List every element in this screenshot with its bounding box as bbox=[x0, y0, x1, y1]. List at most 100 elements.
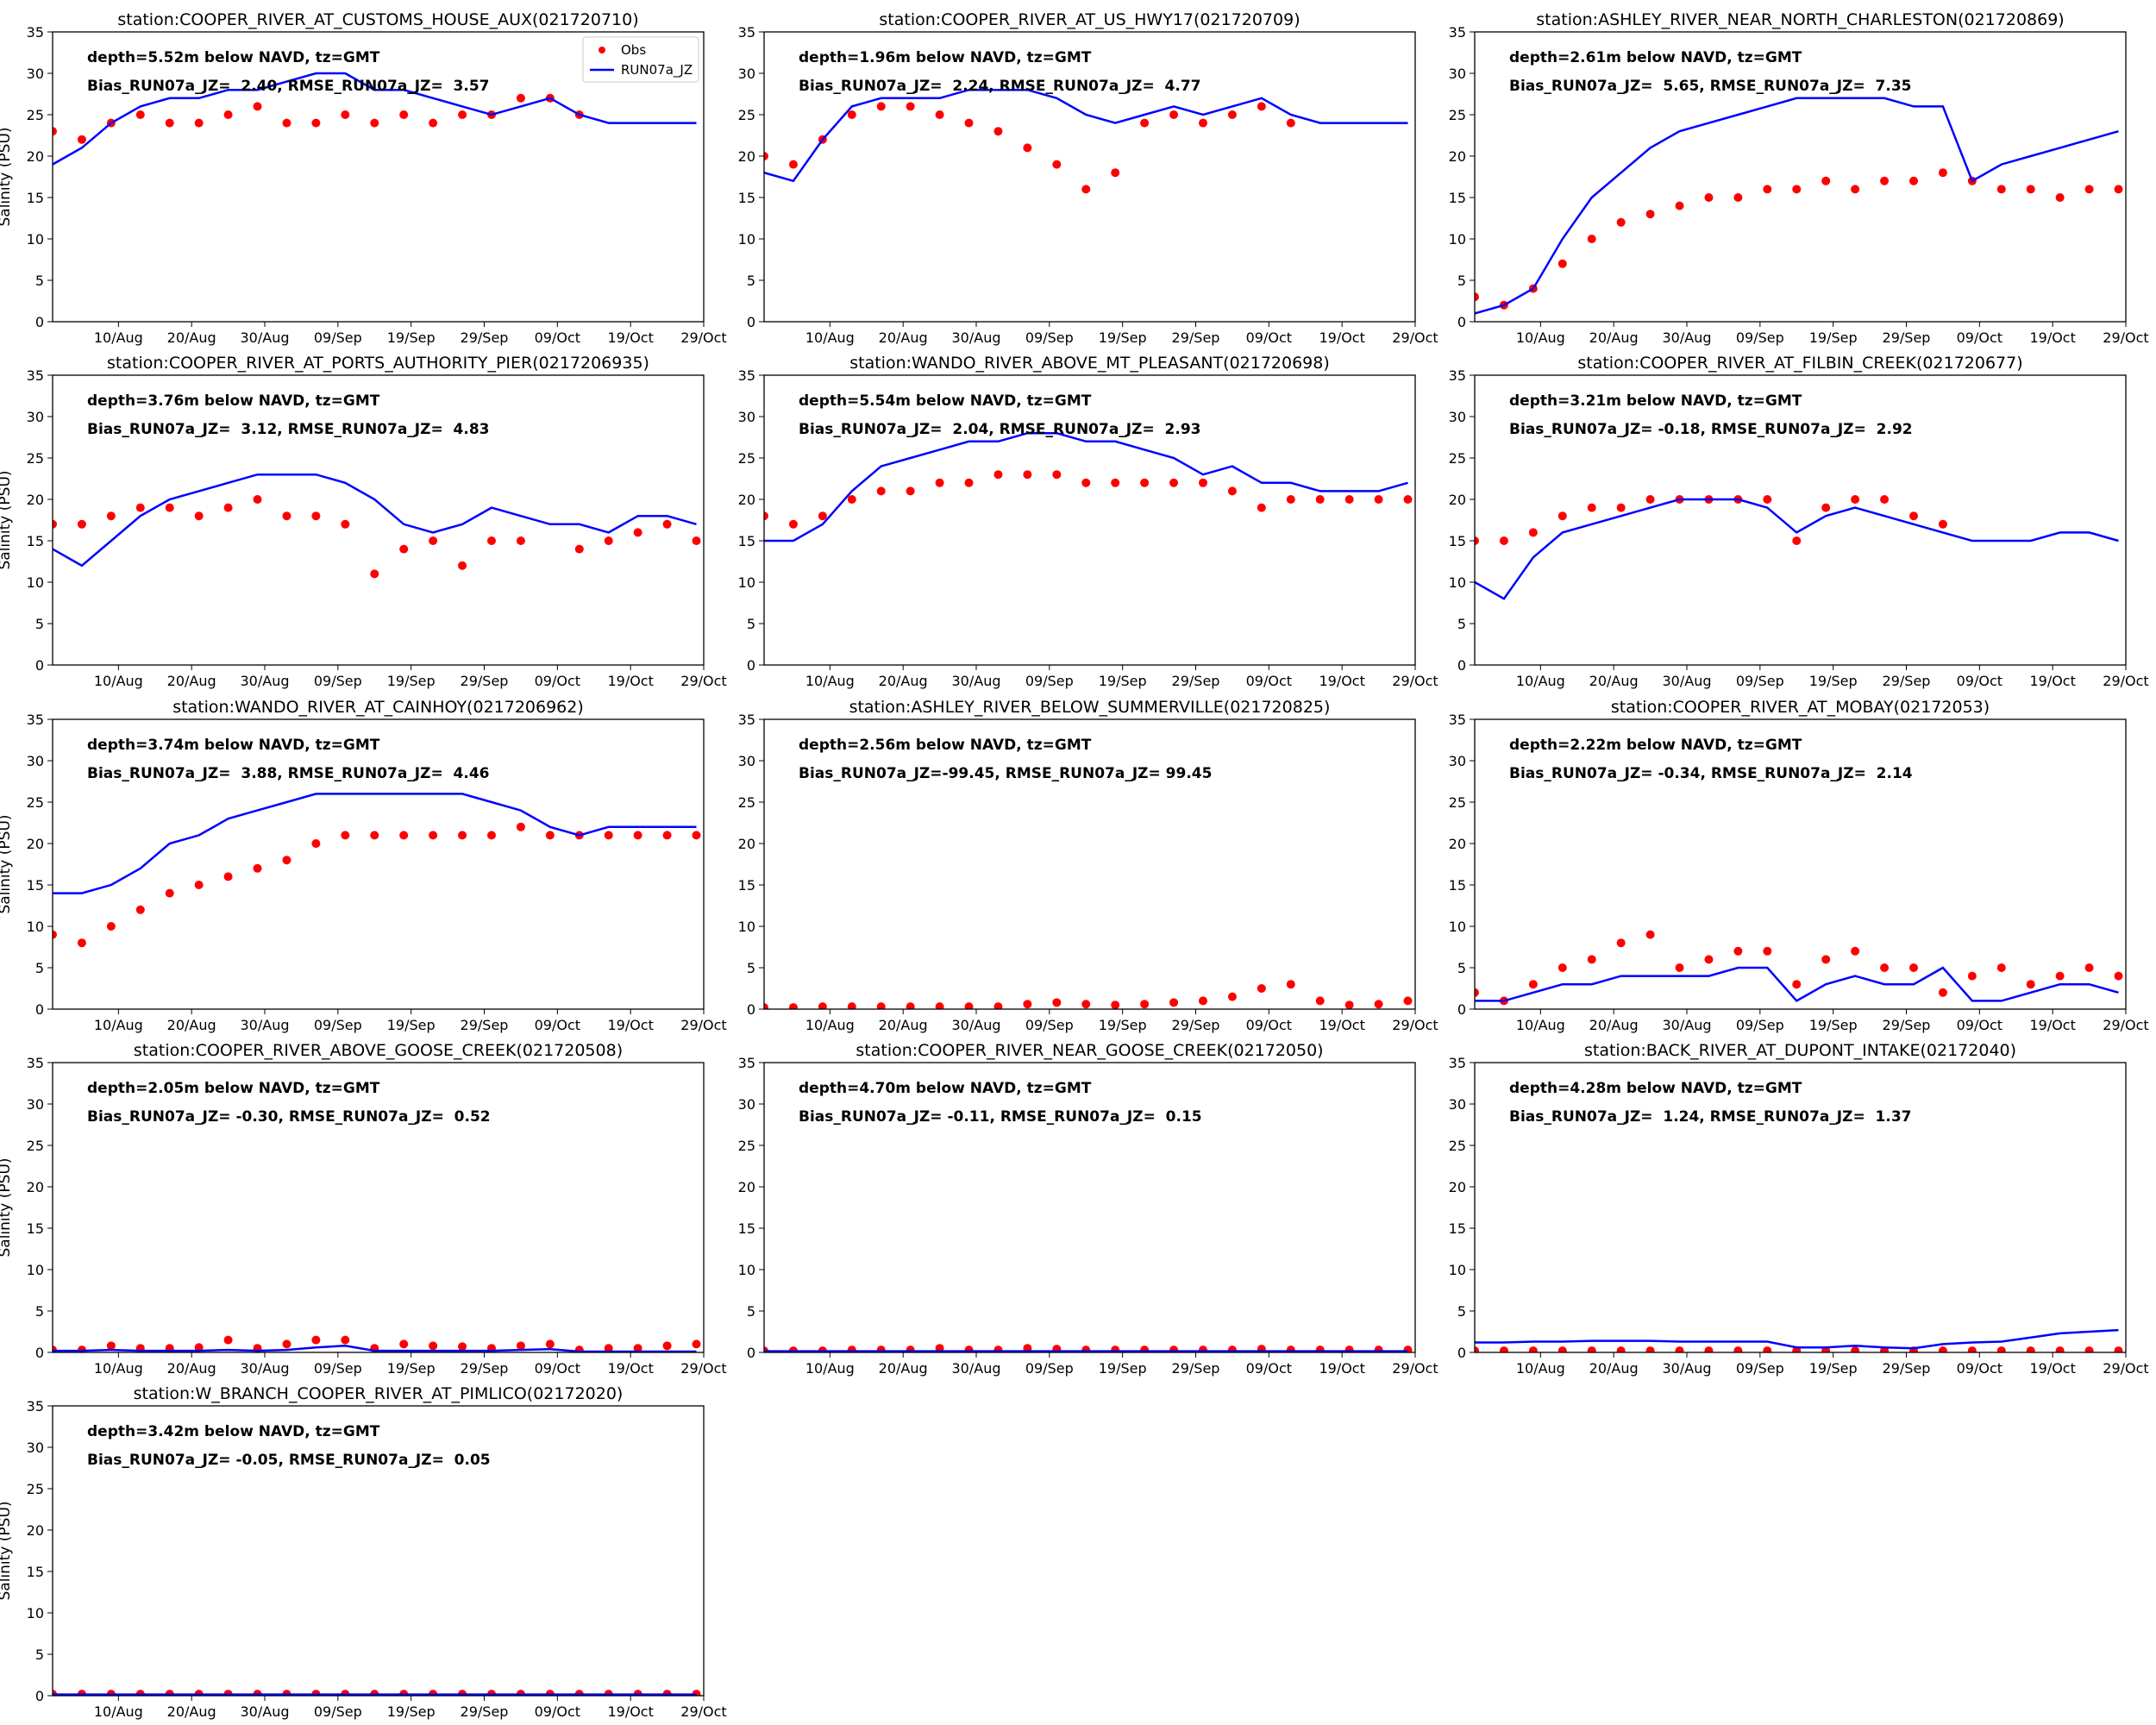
annotation: depth=2.05m below NAVD, tz=GMT bbox=[87, 1080, 380, 1097]
plot-area bbox=[1475, 930, 2123, 1006]
obs-point bbox=[993, 127, 1003, 136]
obs-point bbox=[1938, 519, 1947, 529]
x-tick-label: 30/Aug bbox=[241, 673, 290, 689]
x-tick-label: 19/Sep bbox=[1809, 673, 1858, 689]
obs-point bbox=[604, 1344, 613, 1352]
y-tick-label: 0 bbox=[35, 314, 44, 330]
x-tick-label: 29/Sep bbox=[1172, 1360, 1220, 1377]
x-tick-label: 19/Sep bbox=[387, 329, 436, 346]
y-tick-label: 0 bbox=[35, 657, 44, 674]
obs-point bbox=[253, 863, 262, 873]
obs-point bbox=[1851, 185, 1860, 194]
y-tick-label: 0 bbox=[1457, 1001, 1466, 1018]
y-tick-label: 35 bbox=[1449, 24, 1466, 41]
obs-point bbox=[486, 536, 496, 545]
obs-point bbox=[1315, 996, 1325, 1006]
x-tick-label: 09/Sep bbox=[1025, 1017, 1074, 1033]
obs-point bbox=[1821, 176, 1831, 185]
x-tick-label: 29/Sep bbox=[1883, 673, 1931, 689]
x-tick-label: 10/Aug bbox=[94, 1360, 143, 1377]
y-tick-label: 10 bbox=[738, 574, 755, 591]
x-tick-label: 10/Aug bbox=[94, 329, 143, 346]
obs-point bbox=[486, 831, 496, 840]
obs-point bbox=[1645, 1346, 1655, 1352]
axes-frame bbox=[52, 718, 705, 1010]
x-tick-label: 29/Sep bbox=[461, 1703, 509, 1720]
x-tick-label: 19/Sep bbox=[387, 673, 436, 689]
annotation: Bias_RUN07a_JZ= 1.24, RMSE_RUN07a_JZ= 1.… bbox=[1509, 1108, 1911, 1126]
y-tick-label: 5 bbox=[1457, 616, 1466, 632]
x-tick-label: 29/Oct bbox=[1392, 329, 1438, 346]
x-tick-label: 09/Oct bbox=[1957, 1360, 2002, 1377]
y-axis-label: Salinity (PSU) bbox=[0, 1501, 14, 1600]
obs-point bbox=[516, 822, 525, 831]
obs-point bbox=[1587, 1346, 1596, 1352]
obs-point bbox=[135, 110, 145, 119]
obs-point bbox=[223, 1335, 233, 1345]
x-tick-label: 19/Oct bbox=[1319, 329, 1364, 346]
y-tick-label: 25 bbox=[27, 107, 44, 123]
obs-point bbox=[935, 110, 944, 119]
x-tick-label: 09/Oct bbox=[1957, 1017, 2002, 1033]
obs-point bbox=[1996, 1346, 2006, 1352]
obs-point bbox=[2055, 193, 2065, 202]
x-tick-label: 29/Oct bbox=[2103, 329, 2148, 346]
obs-point bbox=[1908, 963, 1918, 972]
obs-point bbox=[1403, 495, 1413, 504]
y-tick-label: 0 bbox=[747, 314, 755, 330]
obs-point bbox=[545, 1339, 555, 1349]
y-axis-label: Salinity (PSU) bbox=[0, 127, 14, 226]
obs-point bbox=[1052, 470, 1062, 480]
x-tick-label: 09/Oct bbox=[535, 329, 580, 346]
obs-point bbox=[1111, 168, 1120, 178]
obs-point bbox=[1374, 1000, 1383, 1009]
panel-title: station:COOPER_RIVER_AT_MOBAY(02172053) bbox=[1611, 698, 1990, 717]
obs-point bbox=[311, 1335, 321, 1345]
x-tick-label: 30/Aug bbox=[241, 1360, 290, 1377]
obs-point bbox=[818, 511, 827, 521]
panel-title: station:COOPER_RIVER_AT_FILBIN_CREEK(021… bbox=[1577, 354, 2022, 373]
y-tick-label: 35 bbox=[27, 24, 44, 41]
x-tick-label: 09/Oct bbox=[1246, 329, 1292, 346]
obs-point bbox=[135, 503, 145, 512]
x-tick-label: 09/Oct bbox=[1957, 329, 2002, 346]
panel-title: station:WANDO_RIVER_ABOVE_MT_PLEASANT(02… bbox=[849, 354, 1330, 373]
x-tick-label: 10/Aug bbox=[1516, 673, 1565, 689]
obs-point bbox=[1315, 495, 1325, 504]
y-tick-label: 35 bbox=[738, 1055, 755, 1071]
model-line bbox=[53, 793, 697, 894]
y-tick-label: 10 bbox=[1449, 574, 1466, 591]
y-tick-label: 15 bbox=[1449, 533, 1466, 549]
obs-point bbox=[399, 544, 409, 554]
y-tick-label: 30 bbox=[738, 1096, 755, 1113]
y-tick-label: 20 bbox=[1449, 1179, 1466, 1195]
y-tick-label: 35 bbox=[738, 712, 755, 728]
obs-point bbox=[1081, 478, 1091, 487]
obs-point bbox=[253, 495, 262, 504]
y-tick-label: 10 bbox=[27, 1262, 44, 1278]
x-tick-label: 09/Oct bbox=[535, 1703, 580, 1720]
x-tick-label: 09/Oct bbox=[1246, 1017, 1292, 1033]
x-tick-label: 29/Oct bbox=[2103, 673, 2148, 689]
y-tick-label: 35 bbox=[738, 24, 755, 41]
obs-point bbox=[1374, 495, 1383, 504]
panel-title: station:W_BRANCH_COOPER_RIVER_AT_PIMLICO… bbox=[134, 1384, 624, 1403]
obs-point bbox=[1528, 528, 1538, 537]
axes-frame bbox=[1474, 1062, 2127, 1353]
y-tick-label: 25 bbox=[27, 1138, 44, 1154]
obs-point bbox=[458, 110, 467, 119]
y-tick-label: 20 bbox=[27, 1179, 44, 1195]
obs-point bbox=[106, 922, 116, 931]
x-tick-label: 20/Aug bbox=[1589, 1360, 1639, 1377]
axes-frame bbox=[1474, 718, 2127, 1010]
obs-point bbox=[1227, 110, 1237, 119]
axes-frame bbox=[1474, 374, 2127, 666]
obs-point bbox=[1140, 1000, 1150, 1009]
plot-area bbox=[53, 1690, 701, 1696]
y-tick-label: 10 bbox=[1449, 919, 1466, 935]
obs-point bbox=[964, 118, 974, 128]
obs-point bbox=[906, 486, 915, 496]
obs-point bbox=[1704, 955, 1714, 964]
annotation: Bias_RUN07a_JZ= -0.34, RMSE_RUN07a_JZ= 2… bbox=[1509, 765, 1913, 782]
axes-frame bbox=[52, 31, 705, 323]
